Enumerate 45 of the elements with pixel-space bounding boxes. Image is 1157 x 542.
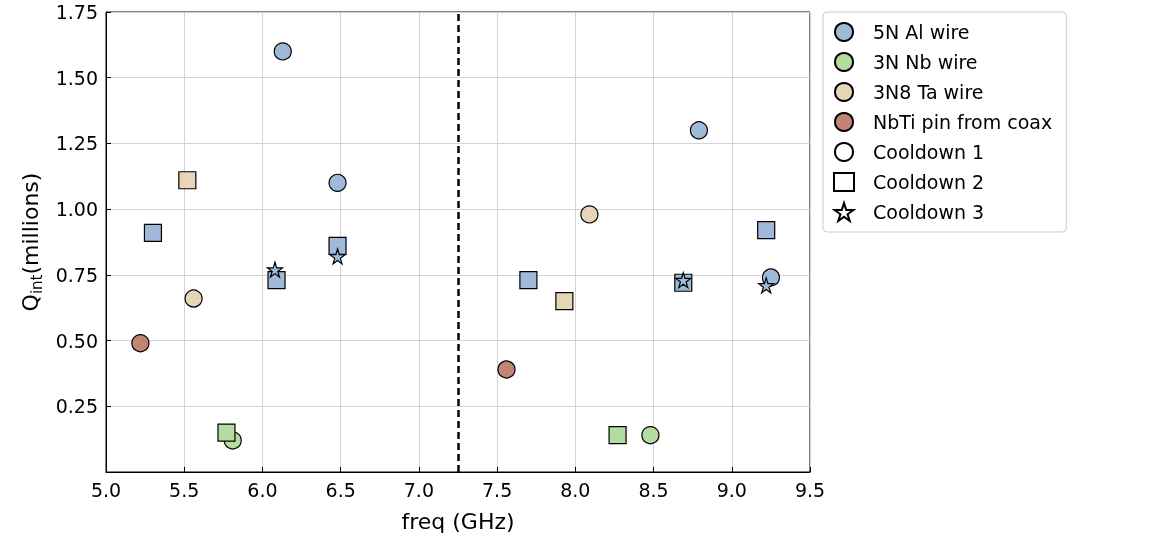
point — [608, 426, 627, 445]
point — [497, 360, 516, 379]
legend-label: 5N Al wire — [873, 21, 970, 43]
point — [178, 171, 197, 190]
point — [580, 205, 599, 224]
legend-label: 3N Nb wire — [873, 51, 978, 73]
legend-label: Cooldown 3 — [873, 201, 985, 223]
x-tick-label: 8.5 — [638, 478, 669, 501]
legend-label: NbTi pin from coax — [873, 111, 1053, 133]
x-tick-label: 9.0 — [716, 478, 747, 501]
point — [329, 248, 346, 265]
x-tick-label: 6.5 — [325, 478, 356, 501]
x-tick-label: 9.5 — [794, 478, 826, 501]
legend-label: 3N8 Ta wire — [873, 81, 984, 103]
y-tick-label: 1.25 — [55, 132, 98, 155]
point — [143, 223, 163, 242]
x-tick-label: 5.5 — [169, 478, 200, 501]
point — [131, 334, 150, 353]
point — [328, 173, 347, 192]
point — [184, 289, 203, 308]
x-tick-label: 6.0 — [247, 478, 278, 501]
legend-label: Cooldown 1 — [873, 141, 985, 163]
y-tick-label: 1.75 — [55, 1, 98, 23]
point — [328, 236, 347, 256]
point — [555, 292, 574, 311]
y-tick-label: 0.25 — [55, 395, 98, 418]
point — [758, 277, 775, 294]
point — [641, 426, 660, 445]
legend-label: Cooldown 2 — [873, 171, 985, 193]
y-tick-label: 0.75 — [55, 263, 98, 286]
point — [217, 423, 236, 442]
y-tick-label: 1.50 — [55, 66, 98, 89]
point — [519, 271, 538, 290]
point — [273, 42, 292, 61]
x-tick-label: 5.0 — [90, 478, 122, 501]
x-tick-label: 8.0 — [560, 478, 591, 501]
point — [757, 221, 776, 240]
point — [689, 121, 709, 140]
y-tick-label: 1.00 — [55, 198, 98, 221]
x-tick-label: 7.5 — [482, 478, 513, 501]
y-axis-title: Qint(millions) — [18, 172, 46, 312]
point — [266, 261, 284, 278]
x-axis-title: freq (GHz) — [401, 508, 515, 534]
y-tick-label: 0.50 — [55, 329, 98, 352]
x-tick-label: 7.0 — [403, 478, 434, 501]
